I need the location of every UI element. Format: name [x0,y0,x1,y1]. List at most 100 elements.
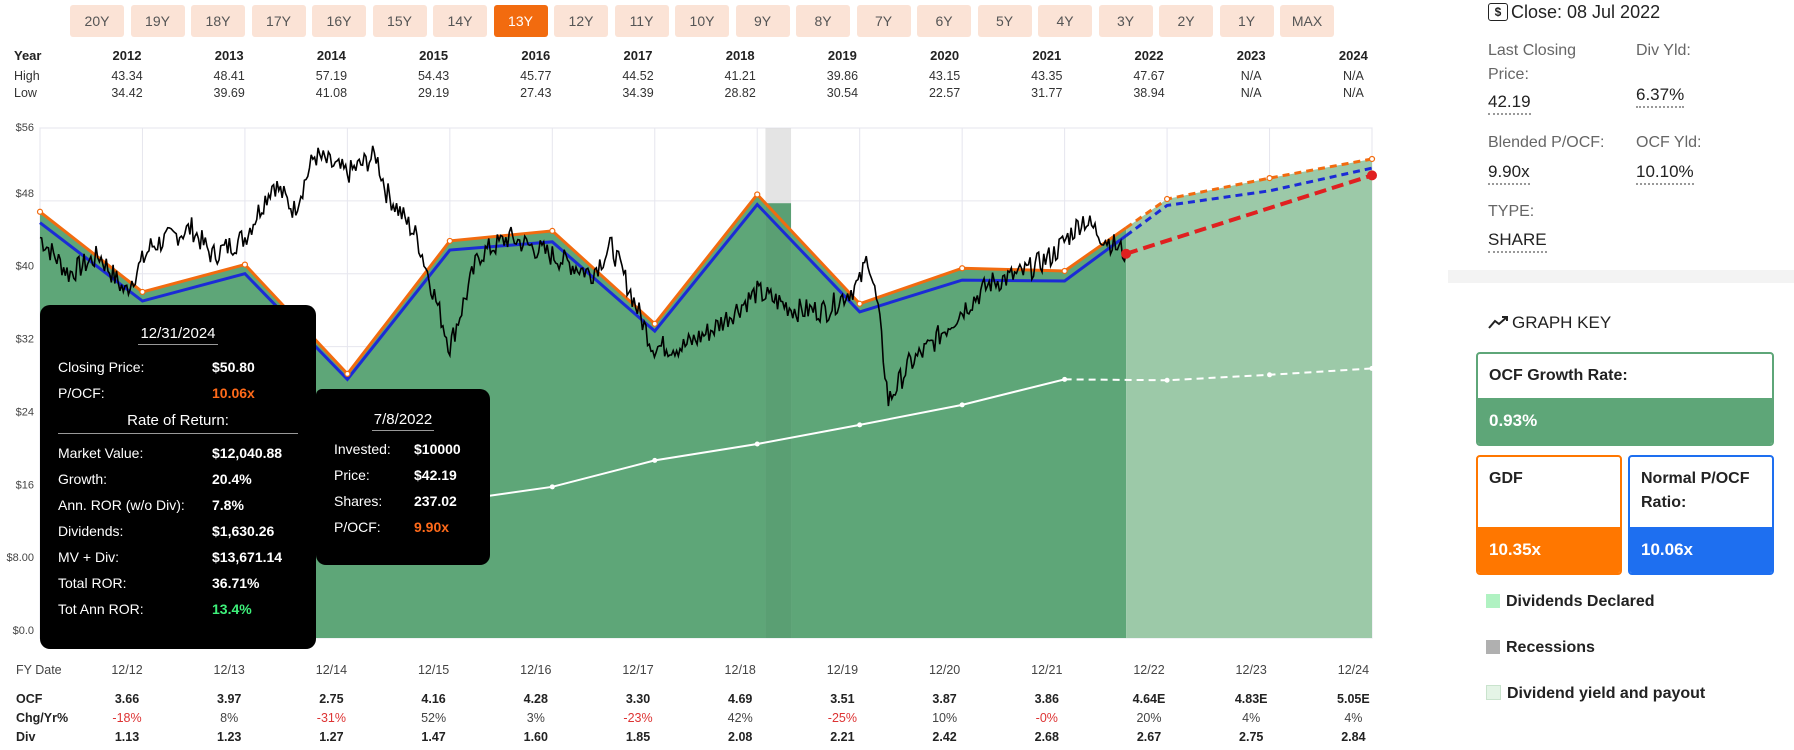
ocf-growth-rate-box[interactable]: OCF Growth Rate: 0.93% [1476,352,1774,446]
range-button-15y[interactable]: 15Y [372,5,427,37]
range-button-max[interactable]: MAX [1280,5,1334,37]
ocf-growth-value: 0.93% [1478,398,1772,444]
type-value[interactable]: SHARE [1488,230,1547,253]
ocf-value: 3.30 [625,692,651,706]
y-tick-label: $32 [16,334,34,346]
ror-value: 13.4% [212,601,252,617]
gdf-point [549,227,556,235]
year-2013: 2013 [214,48,244,63]
low-value: 22.57 [928,86,961,100]
ocf-value: 4.83E [1234,692,1268,706]
ror-label: Tot Ann ROR: [58,601,144,617]
div-value: 1.13 [114,730,140,744]
normal-pocf-forecast-line [1125,166,1373,237]
range-button-16y[interactable]: 16Y [312,5,366,37]
x-tick-label: 12/16 [520,663,552,677]
ror-row: Tot Ann ROR: 13.4% [40,596,316,622]
y-tick-label: $8.00 [6,552,34,564]
high-value: 43.15 [928,69,961,83]
chg-value: 8% [220,711,239,725]
investment-row: Invested: $10000 [316,436,490,462]
dividend-point [1267,372,1273,378]
range-button-1y[interactable]: 1Y [1219,5,1274,37]
ror-label: MV + Div: [58,549,120,565]
normal-pocf-box[interactable]: Normal P/OCF Ratio: 10.06x [1628,455,1774,575]
closing-price-label: Closing Price: [58,359,145,375]
low-value: 34.42 [111,86,143,100]
investment-row: P/OCF: 9.90x [316,514,490,540]
target-price-point [1367,170,1377,181]
graph-key-card: GRAPH KEY OCF Growth Rate: 0.93% GDF 10.… [1448,283,1794,750]
chg-value: 42% [727,711,753,725]
tooltip-current-date: 7/8/2022 [316,411,490,431]
gdf-box[interactable]: GDF 10.35x [1476,455,1622,575]
ocf-value: 3.86 [1034,692,1059,706]
range-button-9y[interactable]: 9Y [735,5,790,37]
ror-label: Ann. ROR (w/o Div): [58,497,185,513]
ror-row: Growth: 20.4% [40,466,316,492]
y-tick-label: $16 [16,479,34,491]
div-value: 2.67 [1136,730,1162,744]
high-value: 43.34 [111,69,143,83]
range-button-18y[interactable]: 18Y [191,5,245,37]
x-tick-label: 12/23 [1235,663,1267,677]
dividend-point [1369,365,1375,371]
dividend-forecast-line [1064,367,1373,382]
x-tick-label: 12/13 [213,663,245,677]
range-button-5y[interactable]: 5Y [977,5,1032,37]
div-yld-value[interactable]: 6.37% [1636,85,1685,108]
chg-label: Chg/Yr% [16,711,69,725]
gdf-value: 10.35x [1478,527,1620,573]
low-value: 28.82 [724,86,756,100]
last-closing-value[interactable]: 42.19 [1488,92,1531,115]
range-button-6y[interactable]: 6Y [917,5,971,37]
ocf-yld-value[interactable]: 10.10% [1636,162,1694,185]
gdf-point [1163,195,1171,203]
gdf-point [241,261,249,268]
legend-recessions[interactable]: Recessions [1486,639,1595,657]
low-value: 39.69 [213,86,245,100]
year-2012: 2012 [112,48,142,63]
div-value: 1.60 [523,730,548,744]
legend-dividends-declared[interactable]: Dividends Declared [1486,593,1655,611]
gdf-point [1368,155,1376,163]
dividend-point [959,402,965,408]
graph-key-title: GRAPH KEY [1488,313,1611,333]
blended-value[interactable]: 9.90x [1488,162,1530,185]
ror-row: Ann. ROR (w/o Div): 7.8% [40,492,316,518]
range-button-20y[interactable]: 20Y [70,5,124,37]
dividend-point [1164,377,1170,383]
range-button-7y[interactable]: 7Y [856,5,911,37]
ocf-value: 4.28 [523,692,548,706]
range-button-19y[interactable]: 19Y [130,5,185,37]
ocf-value: 3.66 [114,692,140,706]
div-value: 1.85 [625,730,651,744]
low-value: 38.94 [1133,86,1165,100]
range-button-8y[interactable]: 8Y [796,5,850,37]
range-button-10y[interactable]: 10Y [675,5,729,37]
normal-pocf-line [39,202,1127,382]
range-button-2y[interactable]: 2Y [1159,5,1213,37]
x-tick-label: 12/18 [724,663,756,677]
high-value: 39.86 [826,69,859,83]
range-button-12y[interactable]: 12Y [554,5,608,37]
legend-dividend-yield[interactable]: Dividend yield and payout [1486,685,1705,703]
range-button-4y[interactable]: 4Y [1038,5,1092,37]
high-value: 44.52 [622,69,654,83]
investment-value: 237.02 [414,493,457,509]
range-button-14y[interactable]: 14Y [433,5,487,37]
range-button-3y[interactable]: 3Y [1098,5,1153,37]
low-value: 41.08 [315,86,348,100]
ror-value: 36.71% [212,575,260,591]
range-button-11y[interactable]: 11Y [614,5,669,37]
x-tick-label: 12/24 [1337,663,1370,677]
range-button-13y[interactable]: 13Y [493,5,548,37]
rate-of-return-heading: Rate of Return: [58,412,298,434]
ror-value: $1,630.26 [212,523,275,539]
gdf-point [139,288,146,296]
fy-date-label: FY Date [16,663,62,677]
ror-value: $13,671.14 [212,549,283,565]
range-button-17y[interactable]: 17Y [251,5,306,37]
blended-label: Blended P/OCF: [1488,134,1605,151]
investment-label: Invested: [334,441,391,457]
